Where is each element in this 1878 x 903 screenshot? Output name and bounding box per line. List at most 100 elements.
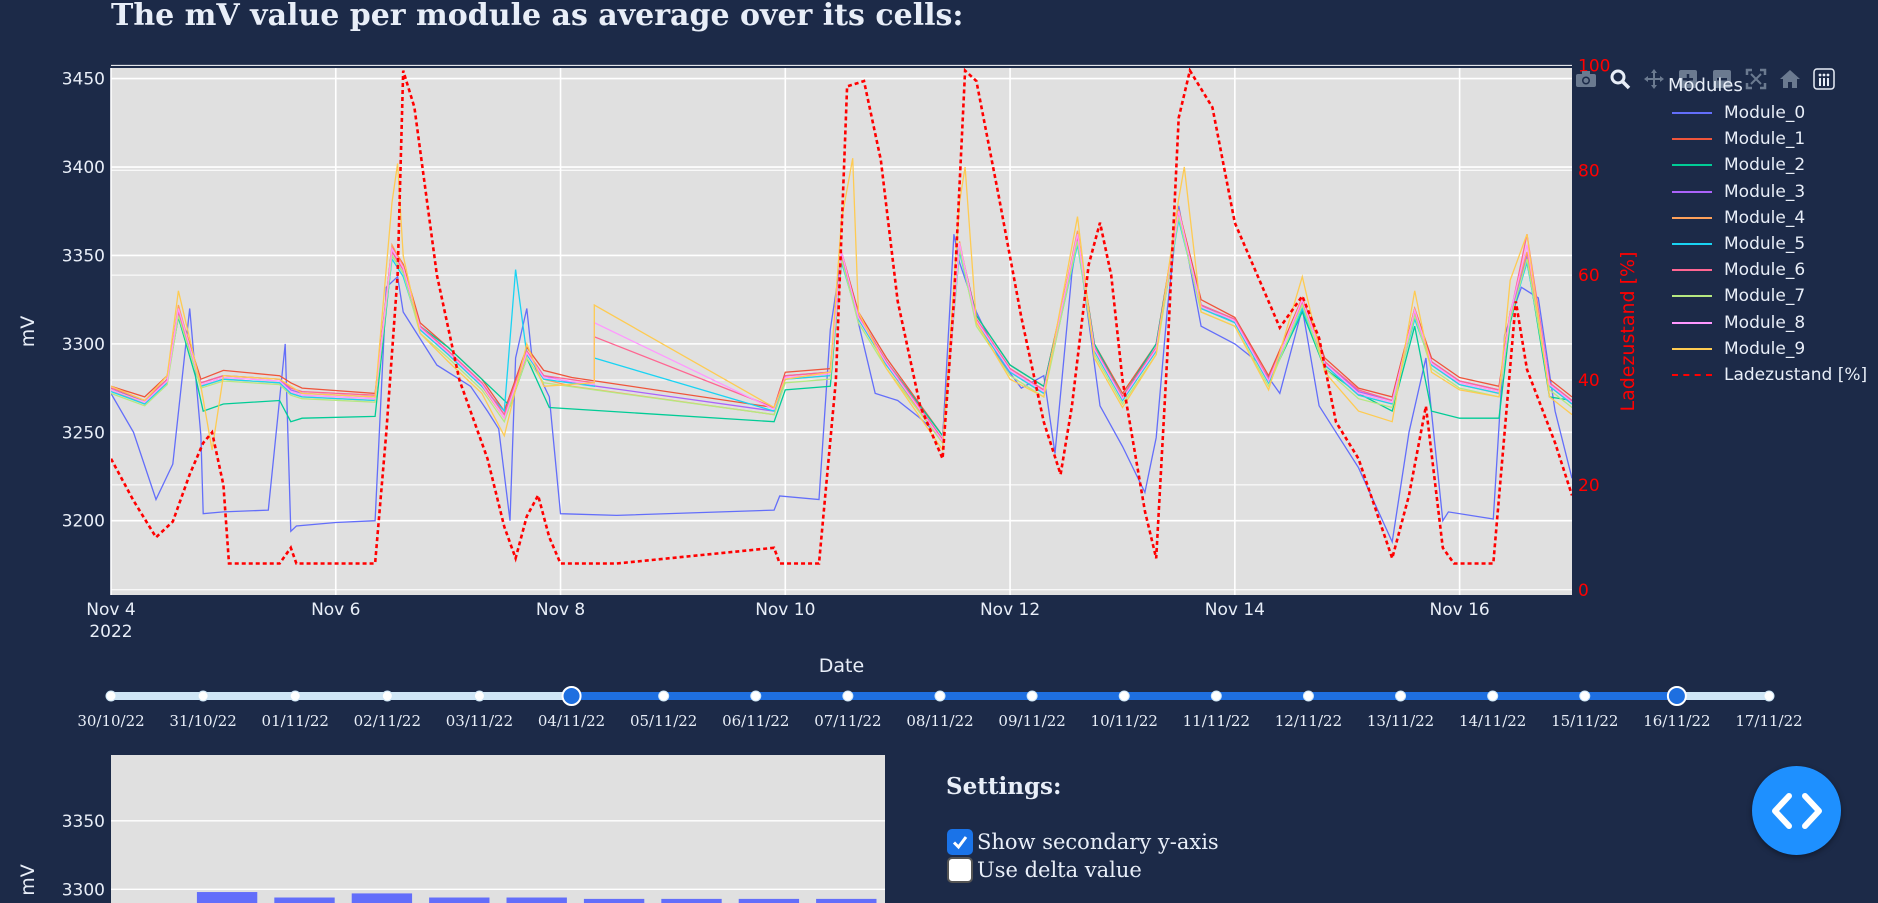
slider-date-label[interactable]: 04/11/22 — [537, 712, 606, 730]
date-range-slider[interactable] — [0, 680, 1878, 740]
secondary-axis-label: Show secondary y-axis — [977, 830, 1219, 854]
series-line-module-7[interactable] — [111, 216, 1572, 445]
slider-dot[interactable] — [934, 690, 946, 702]
slider-date-label[interactable]: 10/11/22 — [1090, 712, 1158, 730]
legend-item[interactable]: Module_1 — [1668, 126, 1878, 152]
x-tick-label: 2022 — [89, 622, 132, 642]
x-tick-label: Nov 16 — [1430, 600, 1490, 620]
slider-date-label[interactable]: 13/11/22 — [1366, 712, 1435, 730]
slider-date-label[interactable]: 16/11/22 — [1643, 712, 1711, 730]
slider-date-label[interactable]: 01/11/22 — [261, 712, 329, 730]
legend-item[interactable]: Module_8 — [1668, 310, 1878, 336]
slider-date-label[interactable]: 30/10/22 — [77, 712, 145, 730]
legend-swatch — [1672, 321, 1712, 324]
slider-dot[interactable] — [381, 690, 393, 702]
slider-date-label[interactable]: 06/11/22 — [722, 712, 790, 730]
checkbox-checked-icon[interactable] — [947, 829, 973, 855]
bar[interactable] — [816, 898, 877, 903]
legend-swatch — [1672, 112, 1712, 115]
legend-item[interactable]: Ladezustand [%] — [1668, 362, 1878, 388]
bar[interactable] — [196, 892, 258, 903]
slider-date-label[interactable]: 09/11/22 — [998, 712, 1066, 730]
pan-icon[interactable] — [1640, 66, 1668, 92]
legend-item[interactable]: Module_7 — [1668, 283, 1878, 309]
y2-tick-label: 0 — [1578, 581, 1589, 601]
slider-dot[interactable] — [105, 690, 117, 702]
slider-dot[interactable] — [1210, 690, 1222, 702]
plot-area[interactable] — [111, 68, 1572, 595]
slider-date-label[interactable]: 15/11/22 — [1551, 712, 1619, 730]
bar-plot-area[interactable] — [111, 755, 885, 903]
legend-swatch — [1672, 190, 1712, 193]
camera-icon[interactable] — [1572, 66, 1600, 92]
slider-dot[interactable] — [1763, 690, 1775, 702]
legend-item[interactable]: Module_3 — [1668, 179, 1878, 205]
secondary-axis-checkbox[interactable]: Show secondary y-axis — [947, 829, 1219, 855]
home-icon[interactable] — [1776, 66, 1804, 92]
legend-item[interactable]: Module_2 — [1668, 152, 1878, 178]
slider-date-label[interactable]: 12/11/22 — [1274, 712, 1343, 730]
bar[interactable] — [583, 898, 645, 903]
slider-dot[interactable] — [842, 690, 854, 702]
legend-item[interactable]: Module_0 — [1668, 100, 1878, 126]
series-line-module-6[interactable] — [111, 212, 1572, 442]
bar[interactable] — [274, 897, 335, 903]
slider-dot[interactable] — [658, 690, 670, 702]
legend-label: Module_2 — [1724, 155, 1806, 176]
zoom-in-icon[interactable] — [1674, 66, 1702, 92]
slider-dot[interactable] — [1395, 690, 1407, 702]
slider-handle[interactable] — [561, 686, 582, 706]
slider-dot[interactable] — [1487, 690, 1499, 702]
checkbox-unchecked-icon[interactable] — [947, 857, 973, 883]
legend-swatch — [1672, 295, 1712, 298]
slider-dot[interactable] — [1579, 690, 1591, 702]
y-tick-label: 3250 — [62, 423, 105, 443]
legend-item[interactable]: Module_9 — [1668, 336, 1878, 362]
y-tick-label: 3400 — [62, 158, 105, 178]
series-line-module-9[interactable] — [111, 158, 1572, 452]
slider-date-label[interactable]: 11/11/22 — [1182, 712, 1251, 730]
slider-date-label[interactable]: 02/11/22 — [353, 712, 422, 730]
autoscale-icon[interactable] — [1742, 66, 1770, 92]
slider-date-label[interactable]: 07/11/22 — [814, 712, 882, 730]
slider-dot[interactable] — [289, 690, 301, 702]
series-line-module-2[interactable] — [111, 212, 1572, 438]
bar-y-tick-label: 3350 — [62, 812, 105, 832]
slider-date-label[interactable]: 17/11/22 — [1735, 712, 1803, 730]
series-line-ladezustand-[interactable] — [111, 68, 1572, 565]
bar[interactable] — [351, 893, 413, 903]
bar[interactable] — [429, 897, 490, 903]
bar[interactable] — [506, 897, 567, 903]
zoom-out-icon[interactable] — [1708, 66, 1736, 92]
series-line-module-8[interactable] — [111, 211, 1572, 443]
bar[interactable] — [661, 898, 722, 903]
slider-date-label[interactable]: 31/10/22 — [169, 712, 237, 730]
zoom-icon[interactable] — [1606, 66, 1634, 92]
series-line-module-5[interactable] — [111, 219, 1572, 442]
series-line-module-0[interactable] — [111, 205, 1572, 545]
slider-date-label[interactable]: 14/11/22 — [1458, 712, 1527, 730]
slider-dot[interactable] — [473, 690, 485, 702]
slider-dot[interactable] — [197, 690, 209, 702]
slider-dot[interactable] — [750, 690, 762, 702]
legend-item[interactable]: Module_4 — [1668, 205, 1878, 231]
legend-item[interactable]: Module_6 — [1668, 257, 1878, 283]
x-tick-label: Nov 14 — [1205, 600, 1265, 620]
y-axis-title: mV — [17, 316, 39, 348]
delta-value-checkbox[interactable]: Use delta value — [947, 857, 1142, 883]
legend-item[interactable]: Module_5 — [1668, 231, 1878, 257]
bar[interactable] — [738, 898, 800, 903]
y2-axis-title: Ladezustand [%] — [1617, 251, 1639, 411]
code-brackets-button[interactable] — [1752, 766, 1841, 855]
slider-date-label[interactable]: 05/11/22 — [629, 712, 698, 730]
slider-handle[interactable] — [1666, 686, 1687, 706]
plotly-logo-icon[interactable] — [1810, 66, 1838, 92]
slider-dot[interactable] — [1026, 690, 1038, 702]
slider-date-label[interactable]: 08/11/22 — [906, 712, 974, 730]
slider-dot[interactable] — [1118, 690, 1130, 702]
legend-label: Module_0 — [1724, 103, 1806, 124]
slider-date-label[interactable]: 03/11/22 — [445, 712, 514, 730]
series-line-module-1[interactable] — [111, 209, 1572, 438]
slider-dot[interactable] — [1302, 690, 1314, 702]
